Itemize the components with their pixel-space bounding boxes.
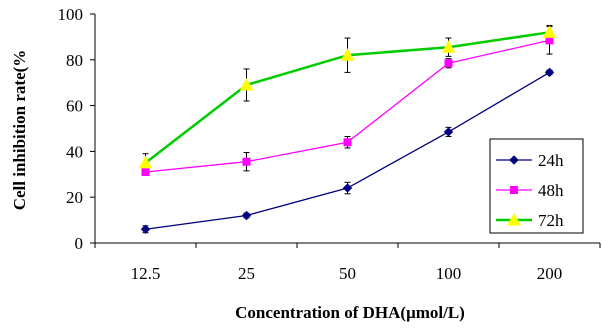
legend-marker-72h xyxy=(507,212,521,226)
data-point-72h xyxy=(239,77,254,91)
data-point-24h xyxy=(140,224,151,234)
legend-marker-24h xyxy=(509,155,519,165)
data-point-24h xyxy=(443,127,454,137)
legend-box xyxy=(489,138,584,234)
data-point-48h xyxy=(343,138,352,147)
data-point-24h xyxy=(544,67,555,78)
x-tick-label: 12.5 xyxy=(131,264,161,283)
legend-label-24h: 24h xyxy=(538,151,564,170)
legend-label-72h: 72h xyxy=(538,211,564,230)
legend-marker-48h xyxy=(510,186,518,194)
data-point-24h xyxy=(241,210,252,221)
data-point-48h xyxy=(141,168,150,177)
y-axis-title: Cell inhibition rate(% xyxy=(10,50,29,211)
tick-labels: 0 20 40 60 80 100 12.5 25 50 100 200 xyxy=(58,5,563,283)
x-tick-label: 25 xyxy=(238,264,255,283)
data-point-72h xyxy=(138,155,153,169)
series-markers xyxy=(138,25,557,234)
y-tick-label: 20 xyxy=(66,188,83,207)
y-tick-label: 80 xyxy=(66,51,83,70)
data-point-72h xyxy=(542,25,557,38)
data-point-72h xyxy=(340,48,355,61)
x-axis-title: Concentration of DHA(μmol/L) xyxy=(235,303,465,322)
data-point-72h xyxy=(441,40,456,53)
legend-label-48h: 48h xyxy=(538,181,564,200)
y-tick-label: 0 xyxy=(75,234,84,253)
y-tick-label: 100 xyxy=(58,5,84,24)
x-tick-label: 200 xyxy=(537,264,563,283)
data-point-48h xyxy=(545,36,554,45)
x-tick-label: 100 xyxy=(436,264,462,283)
chart-axes xyxy=(90,13,601,248)
legend: 24h 48h 72h xyxy=(489,138,584,234)
y-tick-label: 40 xyxy=(66,142,83,161)
y-tick-label: 60 xyxy=(66,97,83,116)
data-point-48h xyxy=(444,59,453,68)
data-point-24h xyxy=(342,183,353,193)
series-line-24h xyxy=(145,71,550,230)
data-point-48h xyxy=(242,157,251,166)
x-tick-label: 50 xyxy=(339,264,356,283)
